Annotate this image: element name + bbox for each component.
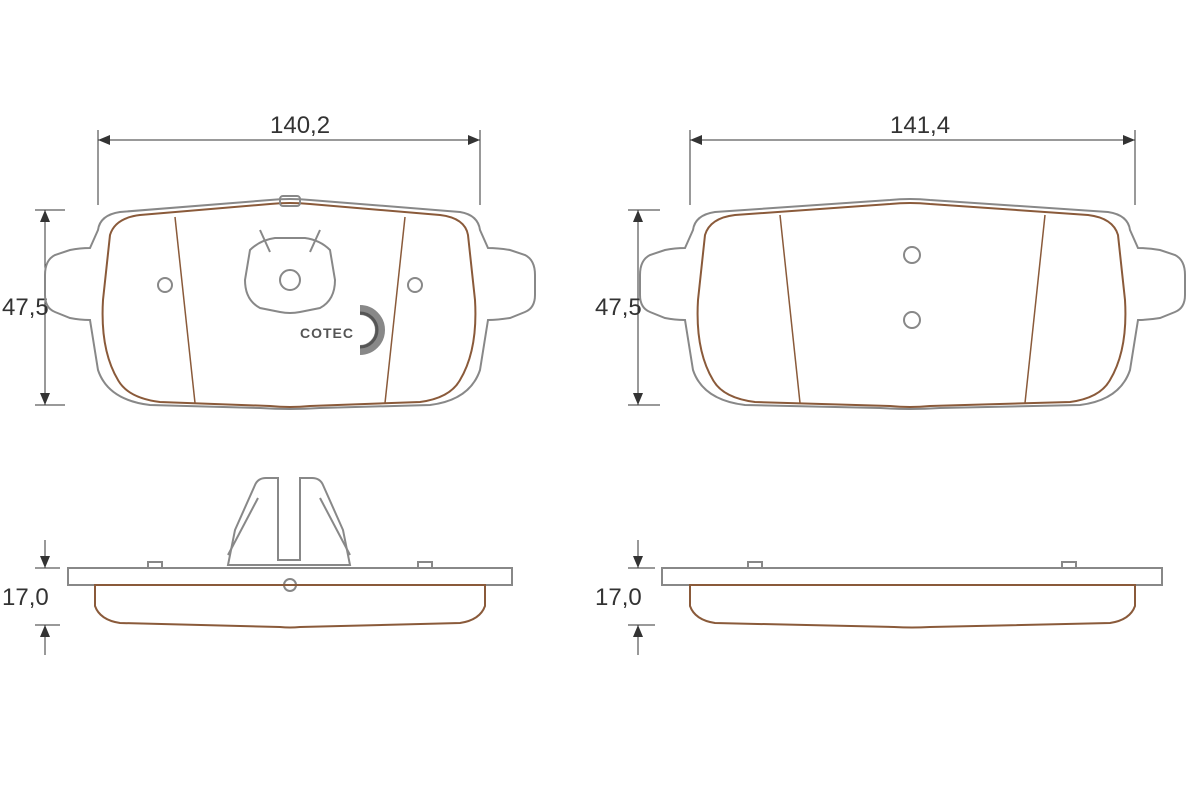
brake-pad-diagram: 140,2 47,5 COTEC	[0, 0, 1200, 800]
left-width-label: 140,2	[270, 112, 330, 139]
right-pad-face-view: 141,4 47,5	[595, 112, 1185, 409]
left-pad-edge-view: 17,0	[2, 478, 512, 655]
right-pad-edge-view: 17,0	[595, 540, 1162, 655]
right-width-label: 141,4	[890, 112, 950, 139]
left-pad-face-view: 140,2 47,5 COTEC	[2, 112, 535, 409]
left-height-label: 47,5	[2, 294, 49, 321]
right-height-label: 47,5	[595, 294, 642, 321]
right-thickness-label: 17,0	[595, 584, 642, 611]
left-thickness-label: 17,0	[2, 584, 49, 611]
cotec-logo: COTEC	[300, 310, 380, 350]
svg-text:COTEC: COTEC	[300, 325, 354, 341]
